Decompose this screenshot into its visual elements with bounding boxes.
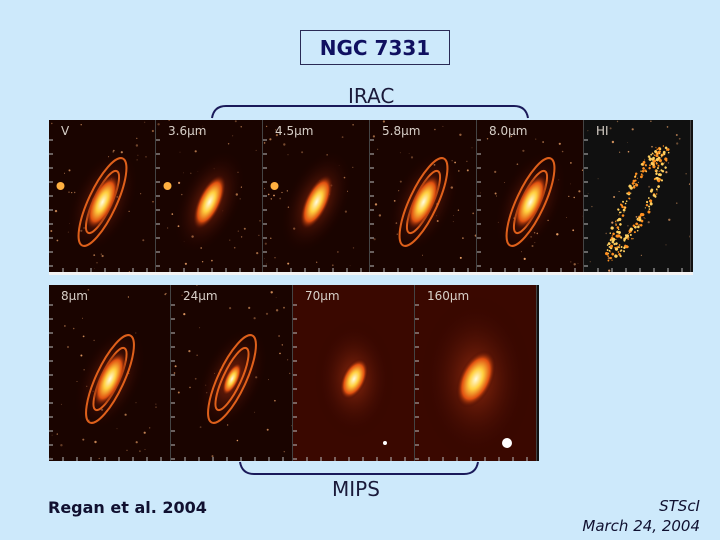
mips-label: MIPS [332, 477, 380, 501]
galaxy-image [171, 285, 292, 461]
irac-brace [211, 105, 529, 119]
title-box: NGC 7331 [300, 30, 450, 65]
footer-date: March 24, 2004 [582, 517, 700, 535]
galaxy-image [370, 120, 476, 272]
galaxy-image [584, 120, 690, 272]
irac-image-strip: V 3.6μm 4.5μm [49, 120, 693, 272]
mips-panel-3: 160μm [415, 285, 537, 461]
citation: Regan et al. 2004 [48, 498, 207, 517]
panel-wavelength-label: 8.0μm [489, 124, 528, 138]
irac-panel-1: 3.6μm [156, 120, 263, 272]
panel-wavelength-label: 8μm [61, 289, 88, 303]
irac-label: IRAC [348, 84, 395, 108]
irac-panel-4: 8.0μm [477, 120, 584, 272]
irac-panel-0: V [49, 120, 156, 272]
galaxy-image [49, 120, 155, 272]
galaxy-image [156, 120, 262, 272]
mips-panel-2: 70μm [293, 285, 415, 461]
galaxy-image [415, 285, 536, 461]
galaxy-image [263, 120, 369, 272]
panel-wavelength-label: HI [596, 124, 609, 138]
irac-panel-5: HI [584, 120, 691, 272]
page-title: NGC 7331 [319, 35, 431, 60]
panel-wavelength-label: 24μm [183, 289, 218, 303]
panel-wavelength-label: 160μm [427, 289, 470, 303]
galaxy-image [293, 285, 414, 461]
footer-institution: STScI [659, 497, 700, 515]
panel-wavelength-label: V [61, 124, 70, 138]
mips-brace [239, 461, 479, 475]
irac-panel-2: 4.5μm [263, 120, 370, 272]
panel-wavelength-label: 3.6μm [168, 124, 207, 138]
mips-panel-1: 24μm [171, 285, 293, 461]
galaxy-image [49, 285, 170, 461]
mips-image-strip: 8μm 24μm 70μm [49, 285, 539, 461]
panel-wavelength-label: 5.8μm [382, 124, 421, 138]
strip-divider [49, 272, 693, 275]
footer: STScI March 24, 2004 [582, 496, 700, 536]
panel-wavelength-label: 4.5μm [275, 124, 314, 138]
irac-panel-3: 5.8μm [370, 120, 477, 272]
panel-wavelength-label: 70μm [305, 289, 340, 303]
mips-panel-0: 8μm [49, 285, 171, 461]
galaxy-image [477, 120, 583, 272]
